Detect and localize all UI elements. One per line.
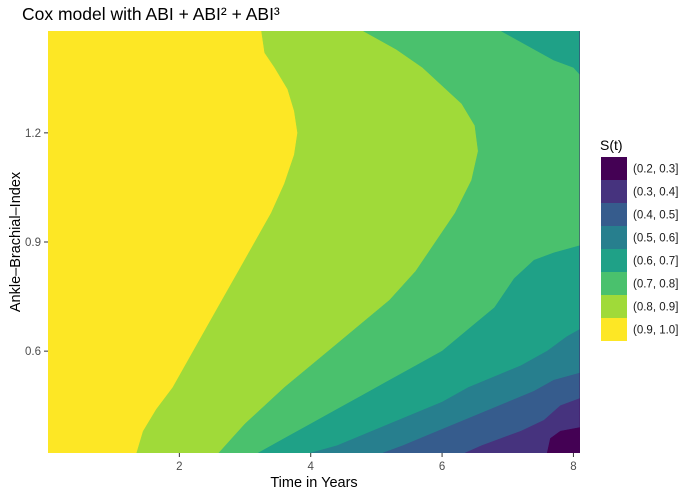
- legend-label: (0.8, 0.9]: [633, 302, 678, 314]
- plot-panel: [48, 31, 580, 453]
- contour-band-0.2-0.3: [546, 31, 580, 453]
- contour-band-0.3-0.4: [464, 31, 580, 453]
- y-tick-label: 0.6: [25, 346, 41, 358]
- y-axis-label: Ankle–Brachial–Index: [8, 171, 24, 312]
- legend-key: [601, 226, 627, 249]
- legend-key: [601, 157, 627, 180]
- x-tick-label: 6: [439, 461, 445, 473]
- legend-key: [601, 249, 627, 272]
- legend-key: [601, 272, 627, 295]
- legend-key: [601, 203, 627, 226]
- x-axis-label: Time in Years: [270, 475, 357, 491]
- axes: 2 4 6 8 0.6 0.9 1.2: [25, 128, 577, 473]
- y-tick-label: 0.9: [25, 237, 41, 249]
- legend-label: (0.5, 0.6]: [633, 233, 678, 245]
- y-tick-label: 1.2: [25, 128, 41, 140]
- legend-label: (0.6, 0.7]: [633, 256, 678, 268]
- x-tick-label: 8: [570, 461, 576, 473]
- chart-title: Cox model with ABI + ABI² + ABI³: [22, 4, 280, 24]
- legend-label: (0.3, 0.4]: [633, 187, 678, 199]
- legend-label: (0.4, 0.5]: [633, 210, 678, 222]
- x-tick-label: 4: [308, 461, 315, 473]
- legend-label: (0.7, 0.8]: [633, 279, 678, 291]
- contour-band-0.6-0.7: [257, 31, 580, 453]
- legend-label: (0.2, 0.3]: [633, 164, 678, 176]
- legend-key: [601, 295, 627, 318]
- legend-key: [601, 180, 627, 203]
- legend-title: S(t): [600, 137, 623, 153]
- legend: S(t) (0.2, 0.3] (0.3, 0.4] (0.4, 0.5] (0.5,…: [600, 137, 678, 341]
- x-tick-label: 2: [176, 461, 182, 473]
- legend-label: (0.9, 1.0]: [633, 325, 678, 337]
- legend-key: [601, 318, 627, 341]
